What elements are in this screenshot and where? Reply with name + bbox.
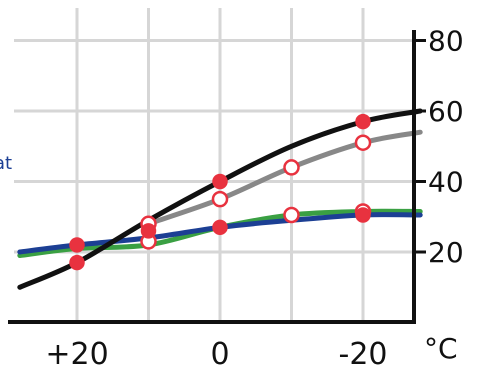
data-point-series-2 <box>213 192 227 206</box>
data-point-series-1 <box>213 175 227 189</box>
data-point-series-2 <box>285 160 299 174</box>
x-axis-unit: °C <box>424 332 458 365</box>
data-point-series-2 <box>356 136 370 150</box>
x-tick-label: 0 <box>210 337 229 370</box>
data-point-series-1 <box>356 115 370 129</box>
y-tick-label: 20 <box>428 236 464 269</box>
data-point-series-3 <box>285 208 299 222</box>
y-tick-label: 40 <box>428 166 464 199</box>
y-tick-label: 60 <box>428 95 464 128</box>
tick-labels: at °C 20 40 60 80 +20 0 -20 <box>0 25 464 370</box>
data-point-series-4 <box>70 238 84 252</box>
grid <box>14 8 414 322</box>
x-tick-label: +20 <box>45 337 108 370</box>
partial-legend-text: at <box>0 153 12 174</box>
data-point-series-4 <box>213 220 227 234</box>
data-point-series-4 <box>356 208 370 222</box>
y-tick-label: 80 <box>428 25 464 58</box>
data-point-series-4 <box>142 224 156 238</box>
data-point-series-1 <box>70 256 84 270</box>
x-tick-label: -20 <box>339 337 388 370</box>
